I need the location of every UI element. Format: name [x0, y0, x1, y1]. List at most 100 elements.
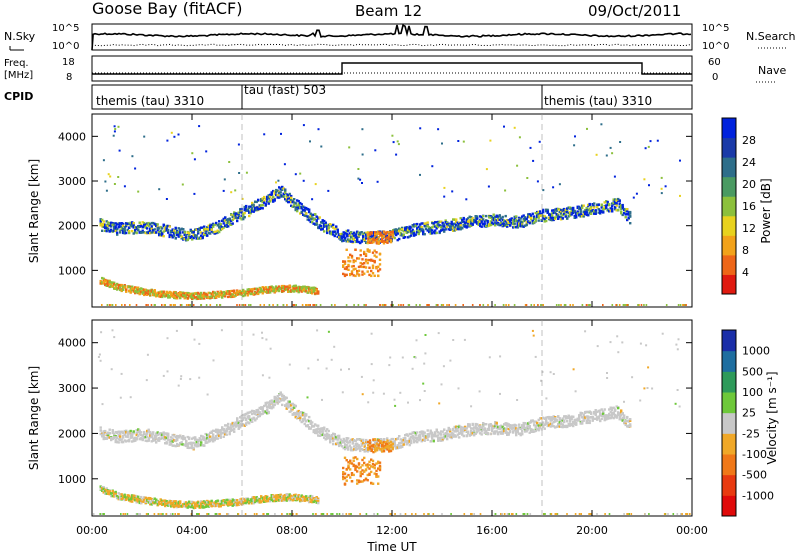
- velocity-point: [153, 497, 156, 500]
- velocity-point: [131, 494, 134, 497]
- velocity-point: [474, 427, 477, 430]
- velocity-point: [170, 442, 173, 445]
- power-point: [581, 204, 584, 207]
- power-point: [311, 198, 314, 201]
- power-point: [172, 304, 175, 306]
- power-point: [359, 178, 362, 181]
- velocity-point: [609, 407, 612, 411]
- power-point: [629, 222, 632, 225]
- power-point: [206, 228, 209, 231]
- power-point: [119, 231, 122, 234]
- velocity-point: [276, 399, 279, 403]
- power-point: [195, 237, 198, 240]
- velocity-point: [282, 395, 285, 398]
- power-point: [397, 304, 400, 306]
- power-point: [317, 128, 320, 131]
- power-point: [239, 216, 242, 220]
- velocity-point: [509, 424, 512, 427]
- power-point: [462, 217, 465, 221]
- power-point: [308, 210, 311, 214]
- velocity-point: [149, 434, 152, 437]
- power-point: [306, 207, 309, 211]
- power-point: [429, 227, 432, 230]
- power-point: [192, 297, 195, 300]
- power-point: [381, 304, 384, 306]
- power-point: [425, 223, 428, 226]
- power-point: [135, 226, 138, 229]
- power-point: [612, 198, 615, 201]
- velocity-point: [239, 422, 242, 426]
- velocity-point: [447, 434, 450, 438]
- velocity-point: [293, 412, 296, 416]
- power-point: [126, 228, 129, 232]
- power-point: [129, 221, 132, 224]
- velocity-point: [173, 444, 176, 447]
- power-point: [495, 222, 498, 225]
- power-point: [626, 304, 629, 306]
- power-point: [188, 237, 191, 240]
- velocity-point: [444, 435, 447, 438]
- power-point: [167, 224, 170, 228]
- velocity-point: [186, 435, 189, 439]
- velocity-point: [123, 498, 126, 502]
- power-point: [386, 231, 389, 234]
- power-point: [234, 189, 237, 192]
- noise-left-label: N.Sky: [4, 30, 36, 43]
- power-point: [462, 225, 465, 228]
- power-point: [423, 233, 426, 236]
- velocity-point: [590, 416, 593, 419]
- power-point: [173, 292, 176, 295]
- power-point: [348, 240, 351, 243]
- power-point: [180, 292, 183, 295]
- velocity-point: [215, 435, 218, 438]
- power-point: [254, 200, 257, 203]
- velocity-point: [135, 431, 138, 435]
- power-point: [519, 222, 522, 225]
- power-point: [272, 200, 275, 203]
- velocity-point: [245, 423, 248, 426]
- power-point: [108, 304, 111, 306]
- power-point: [397, 143, 400, 146]
- power-point: [225, 225, 228, 228]
- power-point: [324, 224, 327, 228]
- velocity-point: [119, 498, 122, 501]
- power-point: [350, 235, 353, 239]
- velocity-point: [465, 434, 468, 438]
- power-point: [174, 296, 177, 299]
- velocity-point: [363, 450, 366, 453]
- power-point: [603, 205, 606, 209]
- velocity-point: [326, 428, 329, 431]
- power-point: [245, 206, 248, 210]
- power-point: [213, 223, 216, 227]
- velocity-point: [266, 412, 269, 415]
- power-point: [333, 234, 336, 238]
- power-point: [643, 304, 645, 306]
- power-point: [413, 232, 416, 235]
- power-point: [246, 209, 249, 212]
- power-point: [137, 190, 140, 193]
- velocity-point: [138, 432, 141, 436]
- power-point: [185, 294, 188, 297]
- velocity-point: [420, 430, 423, 434]
- velocity-point: [194, 436, 197, 439]
- power-point: [168, 235, 171, 238]
- velocity-point: [231, 425, 234, 428]
- velocity-point: [506, 424, 509, 427]
- velocity-point: [468, 425, 471, 428]
- velocity-point: [185, 444, 188, 448]
- velocity-point: [468, 434, 471, 437]
- power-point: [317, 217, 320, 220]
- velocity-point: [447, 433, 450, 436]
- power-point: [144, 226, 147, 229]
- velocity-point: [527, 425, 530, 428]
- power-point: [163, 304, 166, 306]
- velocity-point: [554, 426, 557, 429]
- power-point: [395, 230, 398, 233]
- velocity-point: [362, 438, 365, 442]
- power-point: [343, 274, 347, 278]
- velocity-point: [104, 489, 107, 493]
- velocity-point: [140, 437, 143, 440]
- power-point: [230, 295, 233, 298]
- power-point: [461, 220, 464, 223]
- power-point: [374, 239, 377, 242]
